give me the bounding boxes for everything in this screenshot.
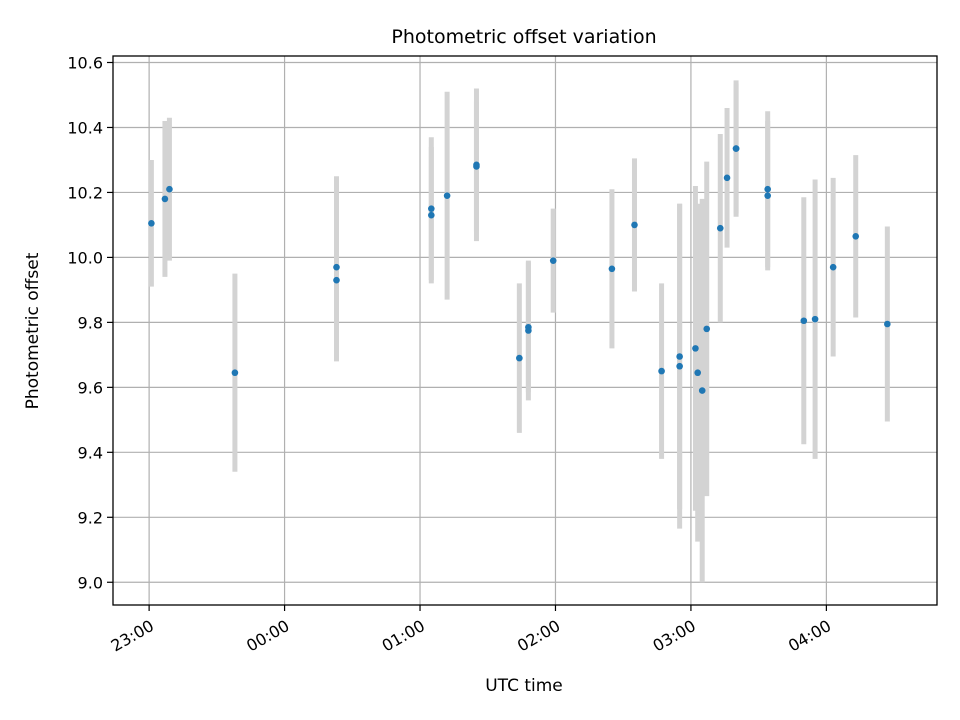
data-point	[698, 387, 706, 394]
data-point	[732, 145, 740, 152]
y-tick-label: 10.4	[67, 118, 103, 137]
y-axis-label: Photometric offset	[23, 252, 43, 409]
data-point	[676, 353, 683, 360]
plot-frame	[112, 55, 938, 606]
y-tick-label: 10.0	[67, 248, 103, 267]
data-point	[333, 263, 340, 271]
data-point	[428, 211, 435, 219]
y-tick-label: 10.6	[67, 53, 103, 72]
data-point	[884, 320, 891, 328]
data-point	[764, 185, 771, 193]
data-point	[148, 219, 155, 227]
data-point	[692, 345, 699, 352]
data-point	[764, 192, 771, 199]
data-point	[723, 174, 731, 182]
data-point	[716, 224, 724, 232]
data-point	[658, 367, 665, 375]
data-point	[549, 257, 557, 264]
data-point	[333, 276, 340, 284]
data-point	[852, 232, 860, 240]
y-tick-label: 9.2	[78, 508, 103, 527]
data-point	[428, 205, 435, 212]
data-point	[703, 325, 711, 333]
y-tick-label: 9.8	[78, 313, 103, 332]
data-point	[829, 263, 837, 271]
data-point	[525, 327, 532, 334]
y-tick-label: 9.6	[78, 378, 103, 397]
x-axis-label: UTC time	[485, 676, 563, 696]
data-point	[608, 265, 616, 273]
data-point	[676, 362, 683, 370]
data-point	[811, 315, 819, 323]
data-point	[631, 221, 638, 229]
grid-lines	[113, 56, 937, 605]
data-point	[231, 369, 239, 377]
data-point	[166, 185, 173, 193]
data-point	[516, 354, 523, 362]
chart-title: Photometric offset variation	[391, 26, 656, 48]
y-tick-label: 9.0	[78, 573, 103, 592]
y-tick-label: 10.2	[67, 183, 103, 202]
data-point	[443, 192, 451, 199]
data-point	[473, 163, 480, 170]
data-point	[694, 369, 702, 377]
data-point	[161, 195, 169, 203]
y-axis-ticks: 9.0 9.2 9.4 9.6 9.8 10.0 10.2 10.4 10.6	[67, 53, 113, 592]
y-tick-label: 9.4	[78, 443, 103, 462]
data-points	[148, 145, 891, 394]
data-point	[800, 317, 808, 325]
